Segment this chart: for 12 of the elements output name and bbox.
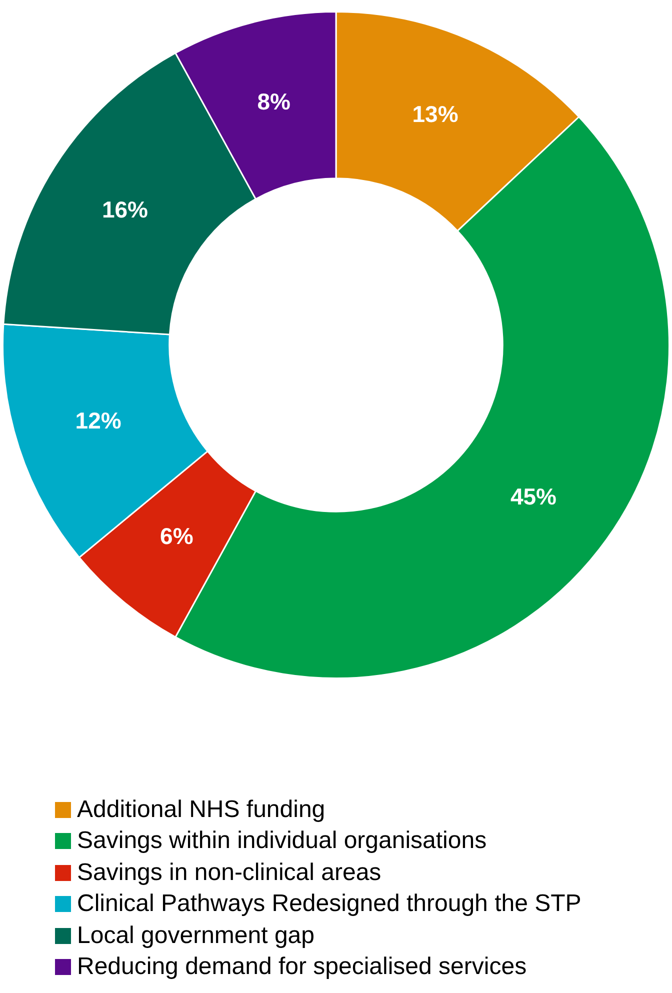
legend-label: Clinical Pathways Redesigned through the STP xyxy=(77,890,582,918)
legend-label: Reducing demand for specialised services xyxy=(77,953,527,982)
legend-label: Savings in non-clinical areas xyxy=(77,858,382,887)
data-label: 12% xyxy=(75,408,122,434)
data-label: 6% xyxy=(160,522,194,549)
legend-label: Additional NHS funding xyxy=(77,796,326,824)
legend-label: Local government gap xyxy=(77,922,314,950)
data-label: 45% xyxy=(510,484,557,510)
data-label: 13% xyxy=(412,100,458,127)
legend-label: Savings within individual organisations xyxy=(77,827,487,856)
data-label: 16% xyxy=(102,196,148,222)
data-label: 8% xyxy=(257,88,290,114)
